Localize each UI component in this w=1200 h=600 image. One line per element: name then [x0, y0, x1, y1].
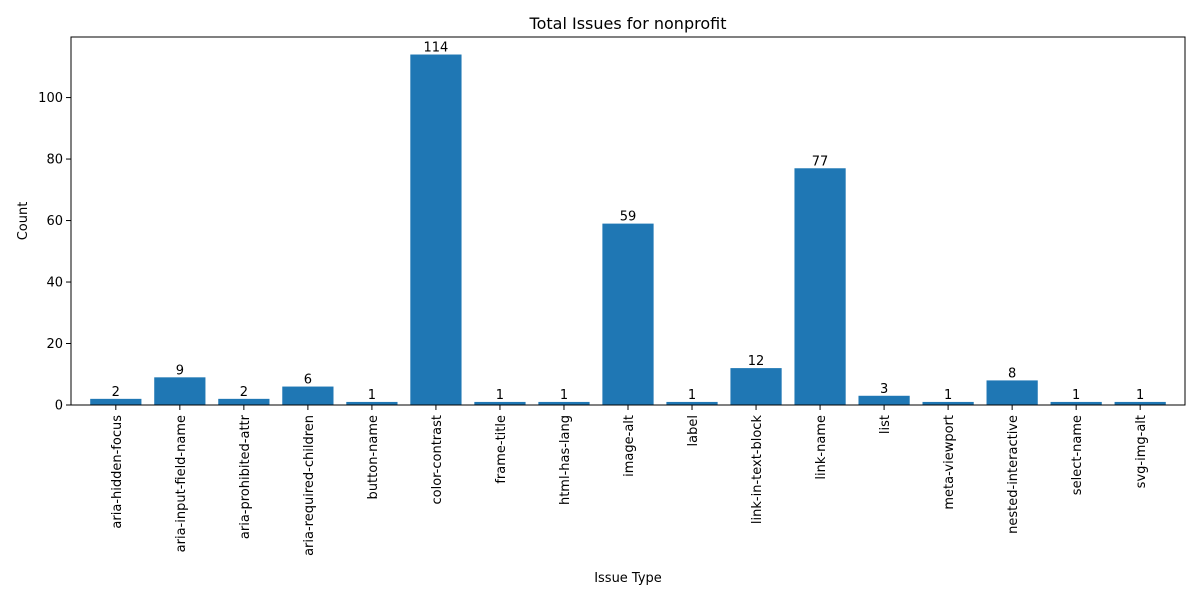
x-tick-label-nested-interactive: nested-interactive	[1006, 415, 1021, 534]
data-label-aria-hidden-focus: 2	[112, 385, 120, 400]
bar-link-in-text-block	[730, 368, 782, 405]
data-label-svg-img-alt: 1	[1136, 388, 1144, 403]
x-tick-label-link-in-text-block: link-in-text-block	[750, 415, 765, 525]
bar-svg-img-alt	[1114, 401, 1166, 405]
data-label-select-name: 1	[1072, 388, 1080, 403]
bar-color-contrast	[410, 54, 462, 406]
data-label-aria-prohibited-attr: 2	[240, 385, 248, 400]
bar-frame-title	[474, 401, 526, 405]
y-tick-label-0: 0	[55, 399, 63, 414]
data-label-color-contrast: 114	[424, 41, 449, 56]
bar-aria-prohibited-attr	[218, 398, 270, 405]
data-label-button-name: 1	[368, 388, 376, 403]
x-tick-label-svg-img-alt: svg-img-alt	[1134, 415, 1149, 488]
plot-frame	[70, 36, 1186, 406]
data-label-link-in-text-block: 12	[748, 354, 765, 369]
y-tick-label-80: 80	[46, 153, 63, 168]
y-tick-label-100: 100	[38, 91, 63, 106]
bar-aria-input-field-name	[154, 377, 206, 405]
x-axis: aria-hidden-focus aria-input-field-name ar…	[110, 405, 1149, 556]
x-tick-label-aria-hidden-focus: aria-hidden-focus	[110, 415, 125, 529]
x-tick-label-aria-input-field-name: aria-input-field-name	[174, 415, 189, 552]
data-labels-group: 2 9 2 6 1 114 1 1 59 1 12 77 3 1 8 1 1	[112, 41, 1145, 403]
bar-image-alt	[602, 223, 654, 405]
data-label-meta-viewport: 1	[944, 388, 952, 403]
data-label-image-alt: 59	[620, 210, 637, 225]
y-axis: 0 20 40 60 80 100	[38, 91, 71, 414]
x-tick-label-aria-required-children: aria-required-children	[302, 415, 317, 556]
y-axis-label: Count	[16, 202, 31, 241]
bar-link-name	[794, 168, 846, 405]
bar-meta-viewport	[922, 401, 974, 405]
x-axis-label: Issue Type	[594, 571, 662, 586]
x-tick-label-image-alt: image-alt	[622, 415, 637, 477]
x-tick-label-meta-viewport: meta-viewport	[942, 415, 957, 510]
data-label-nested-interactive: 8	[1008, 366, 1016, 381]
x-tick-label-aria-prohibited-attr: aria-prohibited-attr	[238, 414, 253, 539]
x-tick-label-frame-title: frame-title	[494, 415, 509, 484]
data-label-aria-required-children: 6	[304, 373, 312, 388]
bar-button-name	[346, 401, 398, 405]
x-tick-label-link-name: link-name	[814, 415, 829, 480]
y-tick-label-40: 40	[46, 276, 63, 291]
bar-aria-required-children	[282, 386, 334, 405]
data-label-aria-input-field-name: 9	[176, 363, 184, 378]
bars-group	[90, 54, 1166, 406]
bar-select-name	[1050, 401, 1102, 405]
bar-nested-interactive	[986, 380, 1038, 405]
chart-title: Total Issues for nonprofit	[529, 14, 727, 33]
y-tick-label-60: 60	[46, 214, 63, 229]
bar-aria-hidden-focus	[90, 398, 142, 405]
data-label-link-name: 77	[812, 154, 829, 169]
bar-list	[858, 395, 910, 405]
data-label-html-has-lang: 1	[560, 388, 568, 403]
data-label-frame-title: 1	[496, 388, 504, 403]
x-tick-label-list: list	[878, 415, 893, 434]
data-label-label: 1	[688, 388, 696, 403]
bar-html-has-lang	[538, 401, 590, 405]
bar-label	[666, 401, 718, 405]
x-tick-label-button-name: button-name	[366, 415, 381, 499]
y-tick-label-20: 20	[46, 337, 63, 352]
x-tick-label-select-name: select-name	[1070, 415, 1085, 495]
x-tick-label-html-has-lang: html-has-lang	[558, 415, 573, 505]
x-tick-label-color-contrast: color-contrast	[430, 415, 445, 505]
data-label-list: 3	[880, 382, 888, 397]
x-tick-label-label: label	[686, 415, 701, 446]
